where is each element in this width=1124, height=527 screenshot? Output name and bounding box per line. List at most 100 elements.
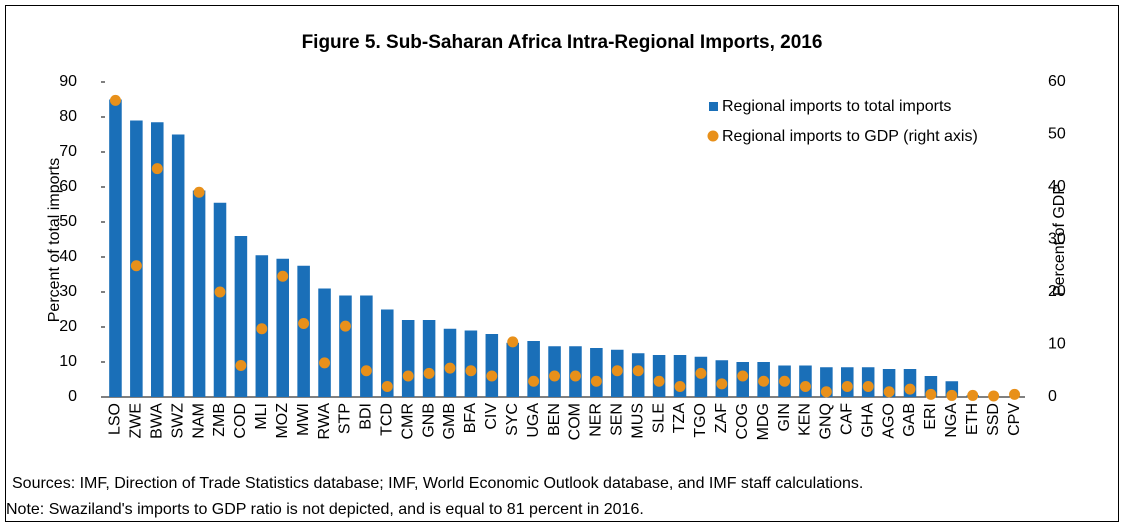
x-tick-label: GHA bbox=[859, 403, 876, 438]
note: Note: Swaziland's imports to GDP ratio i… bbox=[6, 501, 644, 518]
x-tick-label: MLI bbox=[253, 403, 270, 430]
y2-tick-label: 50 bbox=[1048, 126, 1066, 143]
x-tick-label: GNQ bbox=[818, 403, 835, 439]
dot bbox=[841, 381, 853, 392]
legend-label: Regional imports to total imports bbox=[722, 98, 951, 115]
x-tick-label: ERI bbox=[922, 403, 939, 430]
y-tick-label: 0 bbox=[68, 388, 77, 405]
x-tick-label: COM bbox=[567, 403, 584, 440]
x-tick-label: BFA bbox=[462, 403, 479, 434]
legend-swatch bbox=[707, 130, 719, 142]
bar bbox=[339, 295, 352, 397]
dot bbox=[737, 370, 749, 382]
dot bbox=[904, 383, 916, 395]
dot bbox=[569, 370, 581, 382]
dot bbox=[486, 370, 498, 382]
x-tick-label: SSD bbox=[985, 403, 1002, 436]
x-tick-label: BEN bbox=[546, 403, 563, 436]
dot bbox=[632, 365, 644, 377]
x-tick-label: COG bbox=[734, 403, 751, 439]
chart-title: Figure 5. Sub-Saharan Africa Intra-Regio… bbox=[302, 32, 823, 53]
dot bbox=[444, 362, 456, 374]
y2-tick-label: 0 bbox=[1048, 388, 1057, 405]
x-tick-label: MUS bbox=[629, 403, 646, 439]
bar bbox=[297, 265, 310, 397]
dot bbox=[507, 336, 519, 348]
y-tick-label: 60 bbox=[59, 178, 77, 195]
dot bbox=[611, 365, 623, 377]
dot bbox=[925, 388, 937, 400]
x-tick-label: LSO bbox=[107, 403, 124, 435]
dot bbox=[109, 94, 121, 106]
dot bbox=[465, 365, 477, 377]
x-tick-label: CMR bbox=[399, 403, 416, 439]
bar bbox=[506, 342, 519, 397]
legend-label: Regional imports to GDP (right axis) bbox=[722, 128, 978, 145]
x-tick-label: SEN bbox=[608, 403, 625, 436]
bar bbox=[213, 202, 227, 397]
x-tick-label: CIV bbox=[483, 403, 500, 430]
dot bbox=[235, 360, 247, 371]
x-tick-label: TGO bbox=[692, 403, 709, 438]
dot bbox=[360, 365, 372, 377]
dot bbox=[1009, 388, 1021, 400]
x-tick-label: ZWE bbox=[128, 403, 145, 439]
y-axis-label: Percent of total imports bbox=[46, 158, 63, 323]
bar bbox=[381, 309, 394, 397]
dot bbox=[695, 367, 707, 379]
dot bbox=[319, 357, 331, 369]
x-tick-label: CPV bbox=[1006, 403, 1023, 436]
bar bbox=[192, 190, 206, 397]
y-tick-label: 50 bbox=[59, 213, 77, 230]
bar bbox=[318, 288, 331, 397]
dot bbox=[402, 370, 414, 382]
note: Sources: IMF, Direction of Trade Statist… bbox=[12, 475, 863, 492]
x-tick-label: COD bbox=[232, 403, 249, 439]
bar bbox=[109, 99, 122, 397]
dot bbox=[967, 389, 979, 401]
x-tick-label: GMB bbox=[441, 403, 458, 439]
y-tick-label: 30 bbox=[59, 283, 77, 300]
y-tick-label: 80 bbox=[59, 108, 77, 125]
dot bbox=[988, 390, 1000, 402]
dot bbox=[214, 286, 226, 298]
dot bbox=[256, 323, 268, 335]
x-tick-label: ZAF bbox=[713, 403, 730, 433]
dot bbox=[193, 186, 205, 198]
y-tick-label: 10 bbox=[59, 353, 77, 370]
dot bbox=[298, 318, 310, 329]
bar bbox=[422, 320, 436, 397]
bar bbox=[485, 334, 499, 397]
dot bbox=[946, 389, 958, 401]
x-tick-label: STP bbox=[337, 403, 354, 434]
x-tick-label: NGA bbox=[943, 403, 960, 438]
y2-tick-label: 20 bbox=[1048, 283, 1066, 300]
bar bbox=[171, 134, 185, 397]
x-tick-label: KEN bbox=[797, 403, 814, 436]
x-tick-label: ZMB bbox=[211, 403, 228, 437]
dot bbox=[674, 381, 686, 392]
x-tick-label: MWI bbox=[295, 403, 312, 436]
x-tick-label: ETH bbox=[964, 403, 981, 435]
dot bbox=[590, 375, 602, 387]
dot bbox=[423, 367, 435, 379]
dot bbox=[716, 378, 728, 390]
bar bbox=[360, 295, 373, 397]
bar bbox=[464, 330, 478, 397]
dot bbox=[549, 370, 561, 382]
y-tick-label: 40 bbox=[59, 248, 77, 265]
dot bbox=[339, 320, 351, 332]
y-tick-label: 90 bbox=[59, 73, 77, 90]
dot bbox=[381, 381, 393, 392]
legend-swatch bbox=[709, 102, 718, 111]
y-tick-label: 70 bbox=[59, 143, 77, 160]
x-tick-label: UGA bbox=[525, 403, 542, 438]
x-tick-label: SYC bbox=[504, 403, 521, 436]
y2-axis-label: Percent of GDP bbox=[1051, 184, 1068, 296]
x-tick-label: SLE bbox=[650, 403, 667, 433]
dot bbox=[758, 375, 770, 387]
x-tick-label: NER bbox=[588, 403, 605, 437]
dot bbox=[820, 386, 832, 398]
x-tick-label: GIN bbox=[776, 403, 793, 431]
